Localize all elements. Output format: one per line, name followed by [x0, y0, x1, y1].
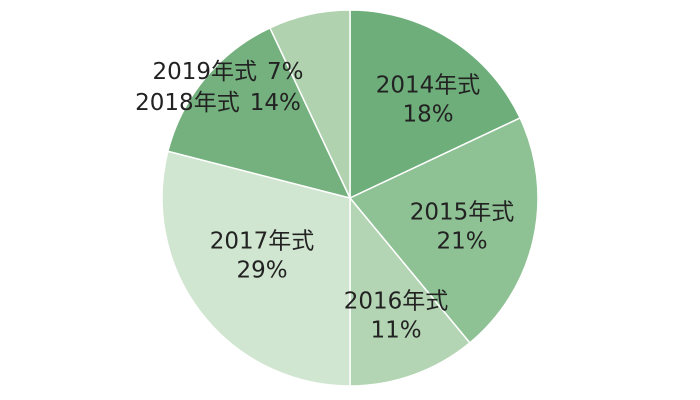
- category-label: 2018年式: [135, 90, 240, 116]
- pie-slice: [166, 26, 352, 200]
- value-label: 11%: [370, 318, 421, 344]
- category-label: 2014年式: [376, 73, 481, 99]
- value-label: 18%: [402, 102, 453, 128]
- pie-slice: [161, 150, 351, 387]
- value-label: 29%: [236, 258, 287, 284]
- slice-label: 2019年式 7%: [152, 59, 303, 85]
- pie-slice: [349, 9, 522, 200]
- pie-slice: [348, 116, 539, 344]
- pie-slice: [268, 9, 351, 199]
- value-label: 21%: [436, 229, 487, 255]
- category-label: 2019年式: [152, 59, 257, 85]
- pie-slice: [349, 195, 471, 387]
- value-label: 14%: [250, 90, 301, 116]
- category-label: 2017年式: [210, 229, 315, 255]
- category-label: 2015年式: [410, 200, 515, 226]
- category-label: 2016年式: [344, 289, 449, 315]
- slice-label: 2018年式 14%: [135, 90, 301, 116]
- value-label: 7%: [267, 59, 304, 85]
